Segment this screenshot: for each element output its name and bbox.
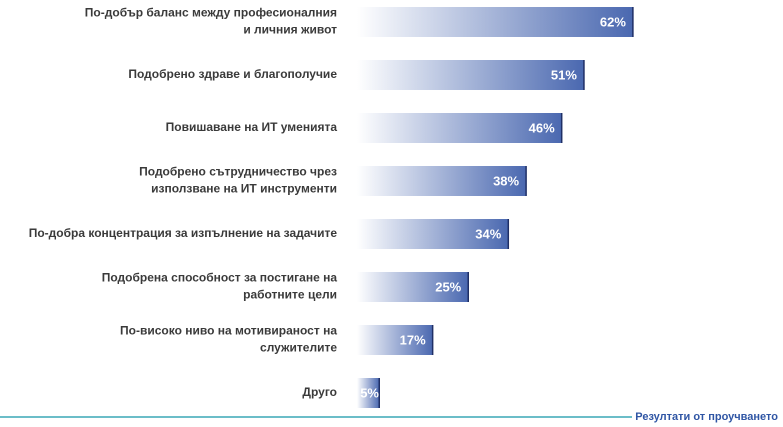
category-line: служителите xyxy=(260,341,337,355)
value-label: 5% xyxy=(360,385,379,400)
value-label: 17% xyxy=(400,332,426,347)
category-label: Друго xyxy=(302,385,337,399)
bar xyxy=(357,325,433,355)
bar xyxy=(357,60,584,90)
value-label: 62% xyxy=(600,14,626,29)
category-label: По-високо ниво на мотивираност на служите… xyxy=(120,324,337,355)
bar xyxy=(357,113,562,143)
bar xyxy=(357,166,527,196)
bar xyxy=(357,219,509,249)
bar xyxy=(357,7,633,37)
category-label: По-добър баланс между професионалния и ли… xyxy=(85,6,337,37)
category-label: Подобрено здраве и благополучие xyxy=(128,67,337,81)
category-line: По-добър баланс между професионалния xyxy=(85,6,337,20)
category-label: Повишаване на ИТ уменията xyxy=(166,120,338,134)
category-line: По-високо ниво на мотивираност на xyxy=(120,324,337,338)
category-label: Подобрена способност за постигане на рабо… xyxy=(102,271,338,302)
footer: Резултати от проучването xyxy=(635,411,778,423)
value-label: 51% xyxy=(551,67,577,82)
category-line: и личния живот xyxy=(243,23,337,37)
value-label: 25% xyxy=(435,279,461,294)
value-label: 34% xyxy=(475,226,501,241)
category-label: Подобрено сътрудничество чрез използване … xyxy=(139,165,337,196)
value-label: 38% xyxy=(493,173,519,188)
category-line: използване на ИТ инструменти xyxy=(151,182,337,196)
bar xyxy=(357,272,469,302)
category-label: По-добра концентрация за изпълнение на з… xyxy=(29,226,338,240)
bar xyxy=(357,378,380,408)
category-line: работните цели xyxy=(243,288,337,302)
category-line: Подобрено сътрудничество чрез xyxy=(139,165,337,179)
value-label: 46% xyxy=(529,120,555,135)
category-line: Подобрена способност за постигане на xyxy=(102,271,338,285)
